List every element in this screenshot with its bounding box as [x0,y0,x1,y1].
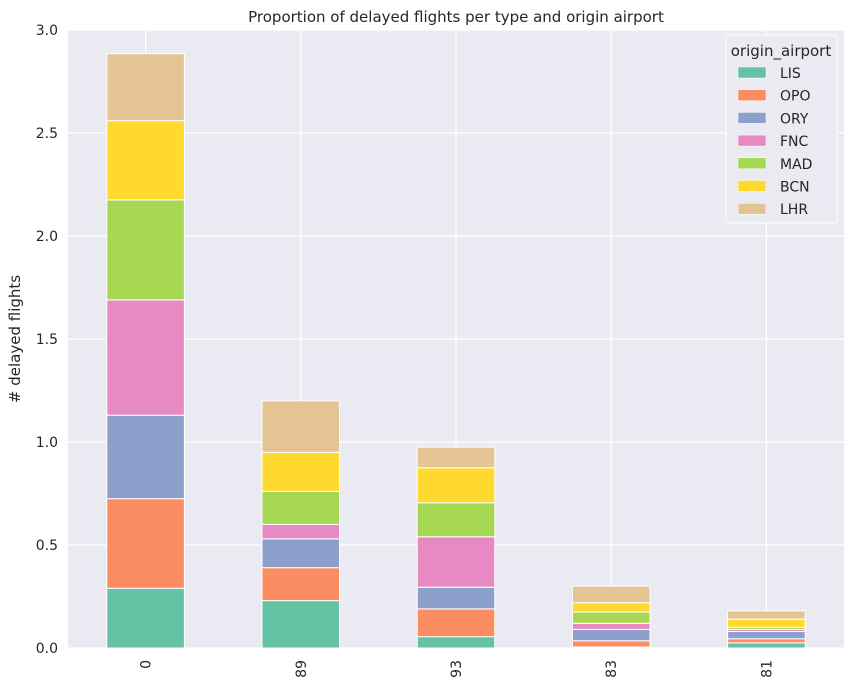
bar-segment-bcn-89 [261,451,341,492]
bar-segment-lhr-83 [571,585,651,604]
y-tick-label: 3.0 [36,23,58,39]
bar-segment-lhr-81 [727,610,806,620]
bar-segment-bcn-83 [571,602,651,613]
bar-segment-mad-89 [261,490,341,525]
bar-segment-bcn-0 [106,120,185,201]
x-tick-label: 83 [604,660,620,678]
legend-swatch-fnc [737,134,767,147]
x-tick-label: 93 [449,660,465,678]
bar-segment-opo-93 [416,608,496,638]
bar-segment-lhr-89 [261,400,341,453]
bar-segment-opo-89 [261,567,341,602]
bar-segment-lhr-93 [416,446,496,469]
legend-swatch-mad [737,157,767,170]
legend-label-fnc: FNC [780,134,809,150]
bar-segment-bcn-81 [727,618,806,628]
bar-segment-lis-0 [106,587,185,649]
legend-label-mad: MAD [780,157,812,173]
y-tick-label: 2.5 [36,126,58,142]
bar-segment-ory-81 [727,631,806,640]
bar-segment-fnc-83 [571,622,651,630]
y-tick-label: 0.0 [36,641,58,657]
y-axis-ticks: 0.0 0.5 1.0 1.5 2.0 2.5 3.0 [36,23,58,657]
y-tick-label: 1.0 [36,435,58,451]
bar-segment-mad-93 [416,502,496,538]
bar-segment-opo-0 [106,498,185,589]
bar-segment-mad-0 [106,199,185,301]
legend-swatch-ory [737,112,767,124]
y-tick-label: 2.0 [36,229,58,245]
legend-box [725,34,838,224]
x-tick-label: 81 [759,660,775,678]
x-axis-ticks: 0 89 93 83 81 [139,660,776,678]
bar-segment-ory-0 [106,414,185,500]
bar-segment-ory-89 [261,538,341,569]
chart-title: Proportion of delayed flights per type a… [248,8,664,26]
legend-label-bcn: BCN [780,180,810,196]
legend-swatch-bcn [737,180,767,192]
bar-segment-lis-93 [416,636,496,649]
legend: origin_airport LIS OPO ORY FNC MAD BCN LHR [725,34,838,224]
legend-swatch-opo [737,89,767,101]
legend-swatch-lis [737,66,767,79]
legend-swatch-lhr [737,202,767,215]
legend-label-opo: OPO [780,89,810,105]
bar-segment-lhr-0 [106,53,185,122]
bar-segment-ory-93 [416,586,496,610]
bar-segment-opo-83 [571,640,651,648]
bar-segment-bcn-93 [416,467,496,504]
x-tick-label: 89 [294,660,310,678]
bars [106,53,806,649]
bar-segment-mad-83 [571,611,651,624]
x-tick-label: 0 [139,660,155,669]
y-tick-label: 0.5 [36,538,58,554]
legend-label-ory: ORY [780,111,809,127]
bar-segment-fnc-0 [106,299,185,416]
y-tick-label: 1.5 [36,332,58,348]
legend-label-lhr: LHR [780,202,808,218]
bar-segment-fnc-89 [261,523,341,540]
legend-title: origin_airport [731,42,832,61]
bar-segment-fnc-93 [416,536,496,588]
bar-segment-lis-89 [261,600,341,649]
bar-segment-lis-81 [727,642,806,649]
bar-segment-ory-83 [571,628,651,642]
bar-segment-opo-81 [727,638,806,644]
legend-label-lis: LIS [780,66,801,82]
y-axis-label: # delayed flights [6,275,24,403]
